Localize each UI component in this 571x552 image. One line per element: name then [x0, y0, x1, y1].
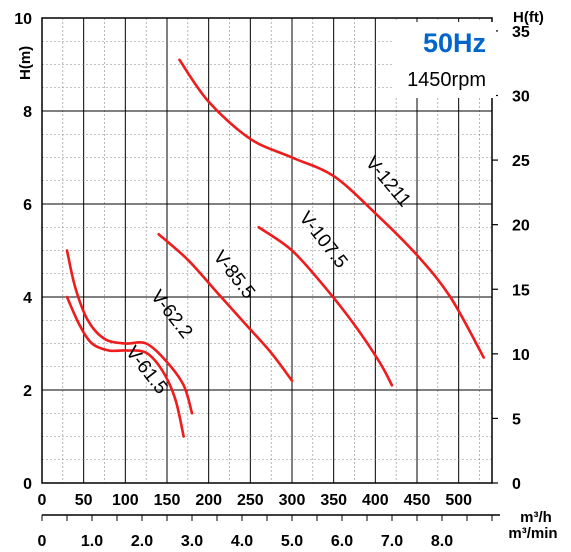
x-m3h-tick-label: 400 — [362, 492, 389, 509]
right-tick-label: 0 — [512, 476, 521, 493]
x-m3h-tick-label: 350 — [320, 492, 347, 509]
x-m3h-tick-label: 100 — [112, 492, 139, 509]
left-tick-label: 4 — [23, 290, 32, 307]
curve-label: V-1211 — [361, 153, 415, 212]
left-axis-ticks: 0 2 4 6 8 10 — [14, 11, 32, 493]
curve-v-62.2 — [65, 249, 194, 415]
plot-frame — [41, 17, 493, 484]
curve-label: V-62.2 — [146, 286, 196, 342]
x-m3h-tick-label: 250 — [237, 492, 264, 509]
x-m3h-tick-label: 500 — [445, 492, 472, 509]
left-tick-label: 6 — [23, 197, 32, 214]
left-tick-label: 10 — [14, 11, 32, 28]
left-tick-label: 2 — [23, 383, 32, 400]
right-tick-label: 25 — [512, 153, 530, 170]
x-m3h-tick-label: 300 — [279, 492, 306, 509]
x-m3h-tick-label: 0 — [38, 492, 47, 509]
x-m3min-tick-label: 4.0 — [231, 533, 253, 550]
x-axis-m3h-unit: m³/h — [520, 509, 552, 526]
x-m3min-tick-label: 5.0 — [281, 533, 303, 550]
x-axis-m3h-ticks: 0 50 100 150 200 250 300 350 400 450 500 — [38, 492, 473, 509]
legend-box — [392, 22, 496, 98]
frequency-label: 50Hz — [423, 28, 486, 58]
x-m3min-tick-label: 1.0 — [81, 533, 103, 550]
x-axis-m3min: 0 1.0 2.0 3.0 4.0 5.0 6.0 7.0 8.0 — [38, 514, 500, 550]
x-m3h-tick-label: 150 — [154, 492, 181, 509]
x-axis-m3min-unit: m³/min — [508, 525, 557, 542]
left-tick-label: 0 — [23, 476, 32, 493]
x-m3min-tick-label: 0 — [38, 533, 47, 550]
curve-v-107.5 — [257, 225, 394, 387]
right-tick-label: 35 — [512, 24, 530, 41]
x-m3h-tick-label: 200 — [195, 492, 222, 509]
curve-label: V-85.5 — [209, 247, 259, 303]
curve-v-1211 — [178, 58, 485, 359]
x-m3min-tick-label: 6.0 — [331, 533, 353, 550]
right-axis-title: H(ft) — [513, 9, 544, 26]
speed-label: 1450rpm — [407, 69, 486, 91]
x-m3h-tick-label: 50 — [75, 492, 93, 509]
right-tick-label: 20 — [512, 218, 530, 235]
right-tick-label: 10 — [512, 347, 530, 364]
curve-v-61.5 — [65, 295, 185, 438]
right-tick-label: 5 — [512, 411, 521, 428]
right-tick-label: 15 — [512, 282, 530, 299]
right-axis-ticks: 0 5 10 15 20 25 30 35 — [492, 24, 530, 493]
left-axis-title: H(m) — [17, 46, 34, 80]
right-tick-label: 30 — [512, 89, 530, 106]
performance-curves — [65, 58, 485, 438]
x-m3min-tick-label: 2.0 — [131, 533, 153, 550]
x-m3min-tick-label: 8.0 — [431, 533, 453, 550]
curve-v-85.5 — [157, 232, 294, 382]
x-m3h-tick-label: 450 — [404, 492, 431, 509]
x-m3min-tick-label: 7.0 — [381, 533, 403, 550]
x-m3min-tick-label: 3.0 — [181, 533, 203, 550]
left-tick-label: 8 — [23, 104, 32, 121]
